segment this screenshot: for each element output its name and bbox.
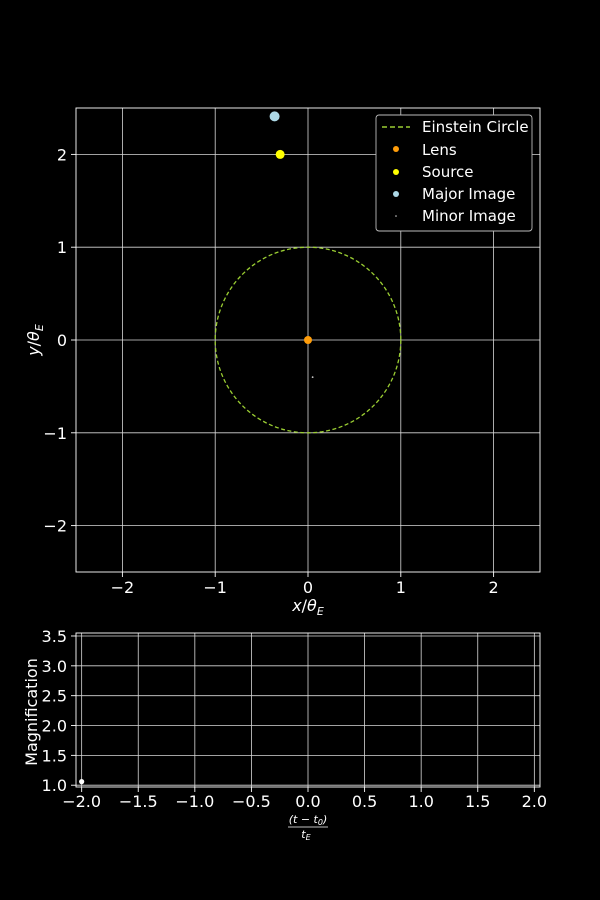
legend-major-image-label: Major Image: [422, 185, 515, 203]
bottom-x-tick-label: −1.5: [119, 792, 158, 811]
top-y-tick-label: 0: [57, 331, 67, 350]
top-x-tick-label: −2: [111, 578, 135, 597]
bottom-grid: [71, 633, 540, 792]
bottom-x-tick-label: 2.0: [522, 792, 547, 811]
bottom-x-tick-label: 0.5: [352, 792, 377, 811]
magnification-plot: −2.0 −1.5 −1.0 −0.5 0.0 0.5 1.0 1.5 2.0 1.0 1.5 2.0…: [22, 627, 547, 842]
legend-einstein-circle-label: Einstein Circle: [422, 118, 529, 136]
legend-box: [375, 114, 533, 232]
bottom-tick-labels: −2.0 −1.5 −1.0 −0.5 0.0 0.5 1.0 1.5 2.0 1.0 1.5 2.0…: [42, 627, 548, 811]
bottom-y-tick-label: 1.5: [42, 746, 67, 765]
bottom-x-tick-label: 1.5: [465, 792, 490, 811]
bottom-x-tick-label: −1.0: [175, 792, 214, 811]
legend-lens-swatch: [393, 146, 399, 152]
bottom-x-tick-label: −2.0: [62, 792, 101, 811]
source-point: [275, 149, 285, 159]
top-x-label-var: x: [291, 596, 302, 615]
top-y-label-var: y: [24, 346, 43, 357]
major-image-point: [269, 111, 280, 122]
bottom-x-label-denominator: tE: [301, 828, 311, 842]
top-y-tick-label: 2: [57, 145, 67, 164]
legend-major-image-swatch: [393, 191, 399, 197]
top-y-tick-label: 1: [57, 238, 67, 257]
top-x-tick-label: 2: [489, 578, 499, 597]
bottom-x-label-numerator: (t − t0): [289, 813, 328, 827]
top-tick-labels: −2 −1 0 1 2 −2 −1 0 1 2: [43, 145, 498, 597]
bottom-x-tick-label: 0.0: [295, 792, 320, 811]
bottom-y-tick-label: 1.0: [42, 776, 67, 795]
legend-minor-image-label: Minor Image: [422, 207, 516, 225]
minor-image-point: [311, 376, 314, 379]
bottom-y-label: Magnification: [22, 658, 41, 766]
top-y-tick-label: −1: [43, 424, 67, 443]
bottom-x-tick-label: −0.5: [232, 792, 271, 811]
top-axes-frame: [75, 107, 541, 573]
top-x-tick-label: 0: [303, 578, 313, 597]
bottom-axes-frame: [75, 632, 541, 788]
top-x-label: x/θE: [291, 596, 324, 618]
bottom-y-tick-label: 3.0: [42, 657, 67, 676]
bottom-points: [79, 779, 85, 785]
lens-point: [304, 336, 312, 344]
magnification-point: [79, 779, 85, 785]
top-y-tick-label: −2: [43, 517, 67, 536]
bottom-y-tick-label: 3.5: [42, 627, 67, 646]
legend-minor-image-swatch: [395, 215, 397, 217]
bottom-x-tick-label: 1.0: [408, 792, 433, 811]
top-x-tick-label: 1: [396, 578, 406, 597]
top-points: [269, 111, 314, 379]
lens-plane-plot: −2 −1 0 1 2 −2 −1 0 1 2 x/θE y/θE Einstein Circle…: [24, 107, 541, 618]
legend: Einstein Circle Lens Source Major Image …: [375, 114, 533, 232]
top-x-label-sub: E: [317, 605, 324, 618]
top-y-label: y/θE: [24, 324, 46, 357]
bottom-y-tick-label: 2.5: [42, 687, 67, 706]
top-x-tick-label: −1: [203, 578, 227, 597]
bottom-x-label: (t − t0) tE: [288, 813, 328, 842]
legend-source-label: Source: [422, 163, 474, 181]
bottom-y-tick-label: 2.0: [42, 717, 67, 736]
top-y-label-sub: E: [33, 324, 46, 331]
legend-lens-label: Lens: [422, 141, 457, 159]
legend-source-swatch: [393, 169, 399, 175]
einstein-circle: [214, 246, 402, 434]
